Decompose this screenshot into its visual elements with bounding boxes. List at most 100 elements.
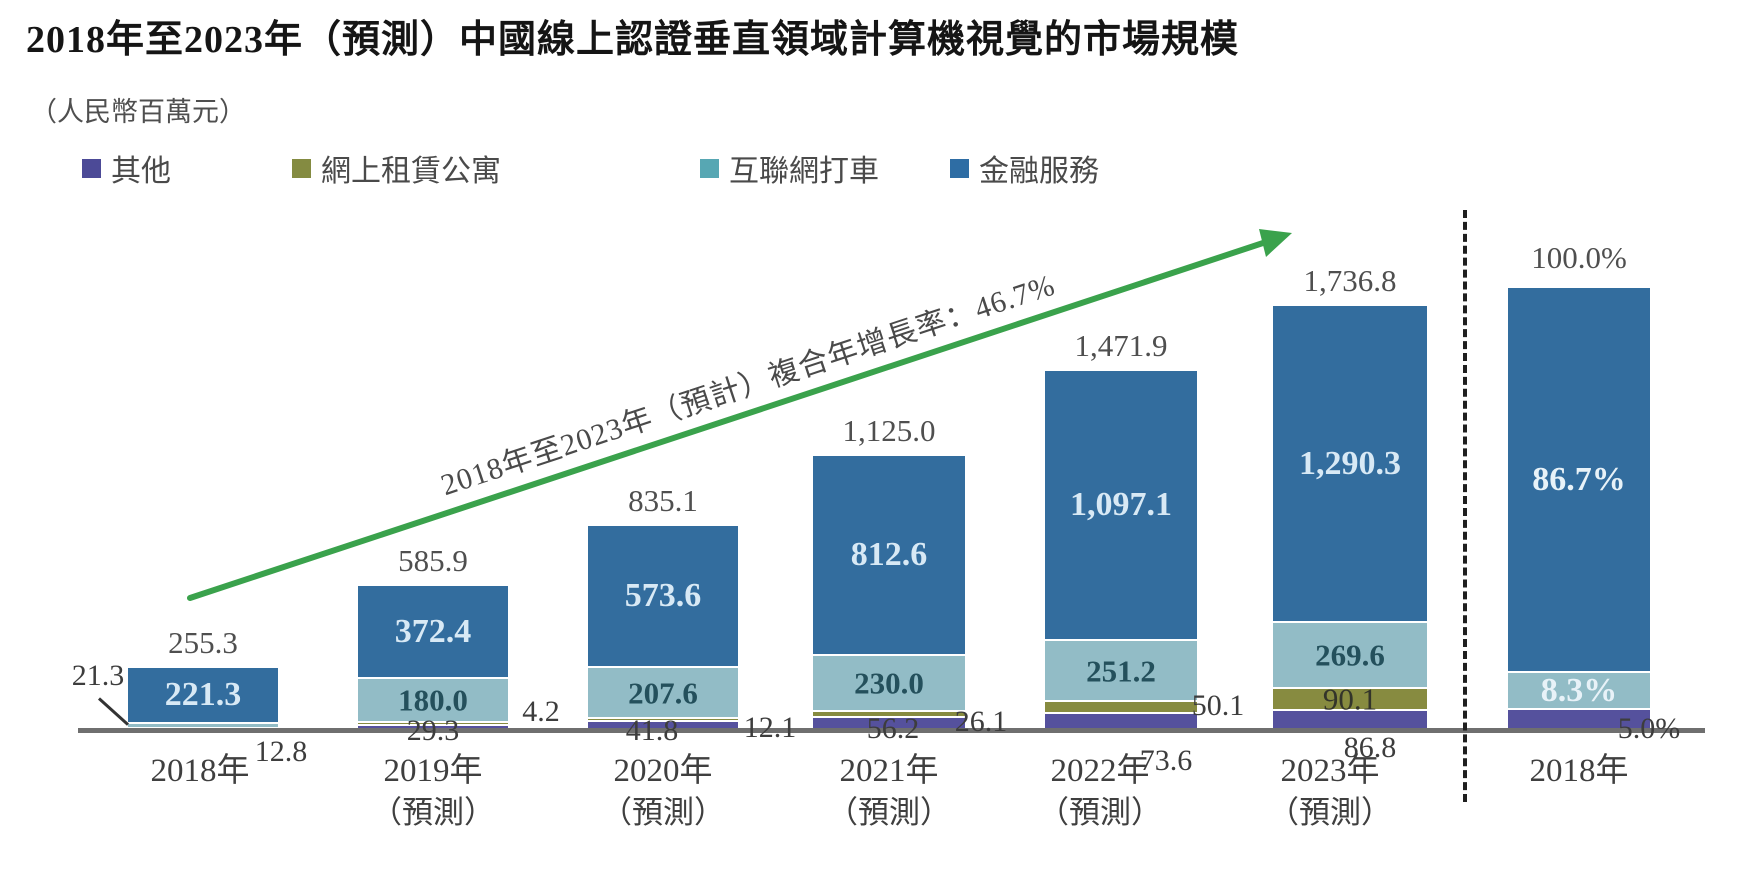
label-rental-2021: 26.1: [954, 705, 1008, 738]
segment-ridehailing-2022: 251.2: [1045, 639, 1197, 700]
legend-item-others: 其他: [82, 146, 171, 190]
segment-value: 573.6: [624, 577, 702, 614]
legend-label-rental: 網上租賃公寓: [321, 155, 501, 188]
legend-item-rental: 網上租賃公寓: [292, 146, 501, 190]
total-2019: 585.9: [398, 543, 468, 578]
segment-value: 1,097.1: [1070, 486, 1172, 523]
segment-value: 86.7%: [1532, 460, 1626, 498]
bar-2023: 1,290.3 269.6 90.1: [1273, 306, 1427, 730]
segment-ridehailing-2020: 207.6: [588, 666, 738, 717]
x-label-forecast: （預測）: [371, 795, 495, 830]
label-others-share: 5.0%: [1617, 712, 1681, 745]
segment-others-share: [1508, 708, 1650, 730]
segment-rental-2019: [358, 721, 508, 724]
ridehailing-swatch-icon: [700, 158, 719, 178]
x-label-forecast: （預測）: [1268, 795, 1392, 830]
bar-2020: 573.6 207.6: [588, 526, 738, 730]
segment-financial-2022: 1,097.1: [1045, 371, 1197, 639]
chart-title: 2018年至2023年（預測）中國線上認證垂直領域計算機視覺的市場規模: [26, 19, 1240, 61]
total-2018: 255.3: [168, 625, 238, 660]
segment-financial-2018: 221.3: [128, 668, 278, 722]
x-label-year: 2020年: [613, 753, 713, 789]
legend-item-financial: 金融服務: [950, 146, 1099, 190]
x-label-forecast: （預測）: [1038, 795, 1162, 830]
legend-label-financial: 金融服務: [979, 155, 1099, 188]
segment-value: 372.4: [394, 612, 472, 650]
x-label-2018: 2018年: [151, 750, 250, 792]
x-label-year: 2019年: [383, 753, 483, 789]
bar-2021: 812.6 230.0: [813, 456, 965, 730]
segment-ridehailing-2023: 269.6: [1273, 621, 1427, 687]
segment-value: 269.6: [1315, 637, 1385, 673]
rental-swatch-icon: [292, 158, 311, 178]
x-label-2018-share: 2018年: [1530, 750, 1629, 792]
total-2020: 835.1: [628, 483, 698, 518]
segment-rental-2023: 90.1: [1273, 684, 1427, 715]
bar-2018: 221.3: [128, 668, 278, 730]
segment-others-2021: [813, 716, 965, 730]
legend-item-ridehailing: 互聯網打車: [700, 146, 879, 190]
x-label-forecast: （預測）: [827, 795, 951, 830]
bar-2018-share: 86.7% 8.3%: [1508, 288, 1650, 730]
segment-value: 207.6: [628, 675, 698, 710]
segment-financial-2023: 1,290.3: [1273, 306, 1427, 621]
label-others-2020: 41.8: [625, 714, 679, 747]
segment-value: 180.0: [398, 682, 468, 718]
segment-financial-2020: 573.6: [588, 526, 738, 666]
segment-value: 230.0: [854, 665, 924, 701]
segment-ridehailing-2018: [128, 722, 278, 727]
segment-ridehailing-share: 8.3%: [1508, 671, 1650, 708]
unit-label: （人民幣百萬元）: [30, 97, 246, 127]
label-others-2019: 29.3: [406, 714, 460, 747]
label-others-2023: 86.8: [1343, 731, 1397, 764]
x-label-year: 2023年: [1280, 753, 1380, 789]
label-others-2022: 73.6: [1139, 744, 1193, 777]
x-label-year: 2018年: [150, 753, 250, 789]
label-rental-2020: 12.1: [743, 711, 797, 744]
segment-rental-2020: [588, 717, 738, 720]
segment-ridehailing-2021: 230.0: [813, 654, 965, 710]
label-ridehailing-2018: 21.3: [71, 659, 125, 692]
segment-financial-2021: 812.6: [813, 456, 965, 654]
label-others-2018: 12.8: [254, 735, 308, 768]
label-rental-2022: 50.1: [1191, 689, 1245, 722]
bar-2022: 1,097.1 251.2: [1045, 371, 1197, 730]
segment-others-2022: [1045, 712, 1197, 730]
others-swatch-icon: [82, 158, 101, 178]
bar-2019: 372.4 180.0: [358, 586, 508, 730]
x-label-2023: 2023年 （預測）: [1268, 750, 1392, 834]
segment-rental-2021: [813, 710, 965, 716]
segment-value: 8.3%: [1540, 671, 1618, 709]
total-2018-share: 100.0%: [1531, 240, 1627, 275]
total-2021: 1,125.0: [842, 413, 936, 448]
segment-value: 251.2: [1086, 653, 1156, 688]
x-label-2019: 2019年 （預測）: [371, 750, 495, 834]
x-label-year: 2018年: [1529, 753, 1629, 789]
segment-rental-2022: [1045, 700, 1197, 712]
label-rental-2019: 4.2: [522, 695, 560, 728]
legend-label-others: 其他: [111, 155, 171, 188]
total-2023: 1,736.8: [1303, 263, 1397, 298]
segment-value: 1,290.3: [1299, 444, 1401, 482]
segment-value: 90.1: [1322, 681, 1378, 717]
segment-others-2020: [588, 720, 738, 730]
label-others-2021: 56.2: [866, 712, 920, 745]
x-label-2021: 2021年 （預測）: [827, 750, 951, 834]
x-axis-line: [78, 728, 1705, 733]
legend-label-ridehailing: 互聯網打車: [729, 155, 879, 188]
financial-swatch-icon: [950, 158, 969, 178]
x-label-year: 2021年: [839, 753, 939, 789]
total-2022: 1,471.9: [1074, 328, 1168, 363]
x-label-year: 2022年: [1050, 753, 1150, 789]
segment-financial-2019: 372.4: [358, 586, 508, 677]
x-label-2020: 2020年 （預測）: [601, 750, 725, 834]
segment-others-2023: [1273, 709, 1427, 730]
x-label-2022: 2022年 （預測）: [1038, 750, 1162, 834]
segment-value: 221.3: [164, 676, 242, 713]
segment-ridehailing-2019: 180.0: [358, 677, 508, 721]
segment-financial-share: 86.7%: [1508, 288, 1650, 671]
x-label-forecast: （預測）: [601, 795, 725, 830]
segment-value: 812.6: [850, 536, 928, 573]
